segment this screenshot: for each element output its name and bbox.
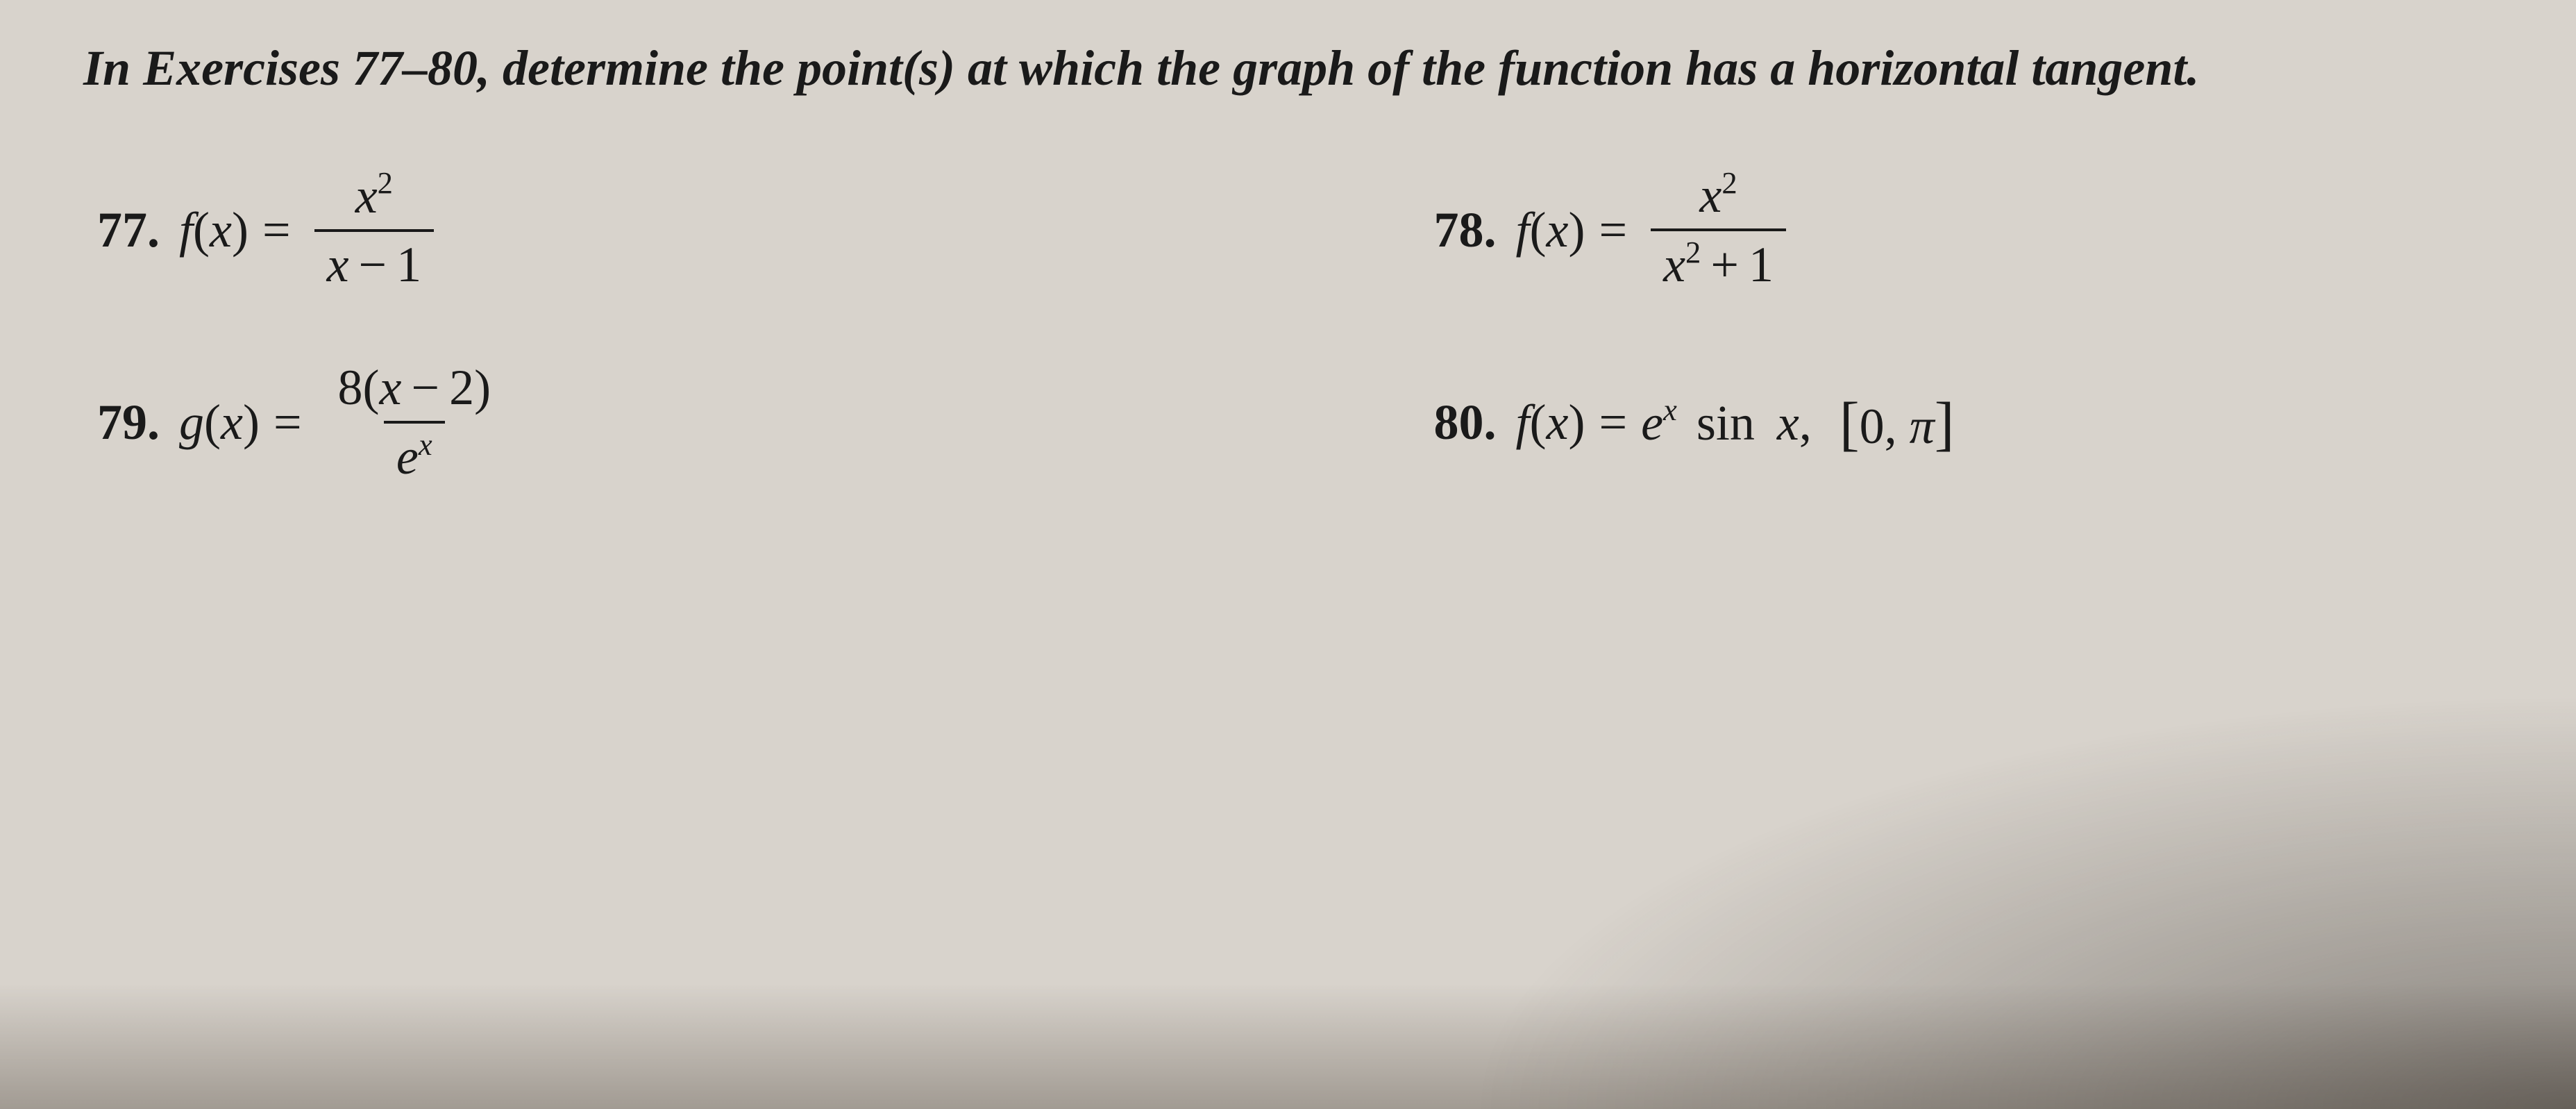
- equals-sign: =: [1599, 201, 1627, 259]
- interval: [0, π]: [1840, 388, 1955, 458]
- fraction: 8(x−2) ex: [326, 358, 504, 487]
- numerator: x2: [343, 165, 405, 229]
- numerator: x2: [1687, 165, 1749, 228]
- exercise-number: 77.: [97, 201, 160, 259]
- exercise-number: 78.: [1434, 201, 1497, 259]
- denominator: x2+1: [1651, 228, 1786, 295]
- denominator: x−1: [314, 229, 435, 295]
- page-bottom-shadow: [0, 984, 2576, 1109]
- equals-sign: =: [1599, 394, 1627, 451]
- exercise-80: 80. f(x) = ex sin x, [0, π]: [1434, 358, 2493, 487]
- denominator: ex: [384, 421, 445, 487]
- exercise-number: 79.: [97, 394, 160, 451]
- equals-sign: =: [262, 201, 291, 259]
- exercise-79: 79. g(x) = 8(x−2) ex: [97, 358, 1156, 487]
- instructions-text: In Exercises 77–80, determine the point(…: [83, 35, 2493, 102]
- exercise-78: 78. f(x) = x2 x2+1: [1434, 165, 2493, 295]
- page-corner-shadow: [1465, 692, 2576, 1109]
- expression: ex sin x,: [1641, 394, 1812, 452]
- exercise-number: 80.: [1434, 394, 1497, 451]
- function-lhs: f(x): [1516, 394, 1585, 451]
- numerator: 8(x−2): [326, 358, 504, 421]
- exercises-grid: 77. f(x) = x2 x−1 78. f(x) = x2 x2+1: [83, 165, 2493, 487]
- function-lhs: f(x): [179, 201, 249, 259]
- fraction: x2 x2+1: [1651, 165, 1786, 295]
- exercise-77: 77. f(x) = x2 x−1: [97, 165, 1156, 295]
- equals-sign: =: [273, 394, 302, 451]
- function-lhs: f(x): [1516, 201, 1585, 259]
- function-lhs: g(x): [179, 394, 260, 451]
- fraction: x2 x−1: [314, 165, 435, 295]
